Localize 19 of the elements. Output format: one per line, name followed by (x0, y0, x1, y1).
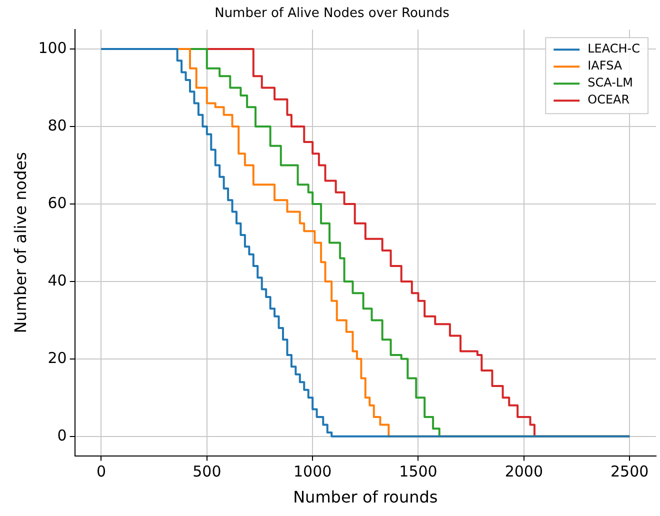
x-tick-label: 1500 (399, 462, 438, 481)
y-tick-label: 40 (48, 271, 67, 290)
x-tick-label: 2500 (610, 462, 649, 481)
x-tick-label: 2000 (504, 462, 544, 481)
y-tick-label: 80 (48, 116, 67, 134)
x-tick-label: 0 (96, 462, 106, 481)
legend-label: OCEAR (588, 92, 630, 107)
x-axis-title: Number of rounds (293, 488, 438, 507)
chart-title: Number of Alive Nodes over Rounds (214, 6, 450, 22)
y-tick-label: 20 (48, 348, 67, 367)
x-tick-label: 1000 (293, 462, 332, 481)
y-tick-label: 60 (48, 194, 67, 212)
legend-label: IAFSA (588, 58, 623, 73)
legend-label: LEACH-C (588, 42, 640, 56)
y-tick-label: 100 (38, 38, 67, 57)
y-axis-title: Number of alive nodes (10, 152, 30, 334)
x-tick-label: 500 (192, 462, 222, 481)
legend-label: SCA-LM (588, 76, 633, 90)
y-tick-label: 0 (57, 426, 67, 444)
